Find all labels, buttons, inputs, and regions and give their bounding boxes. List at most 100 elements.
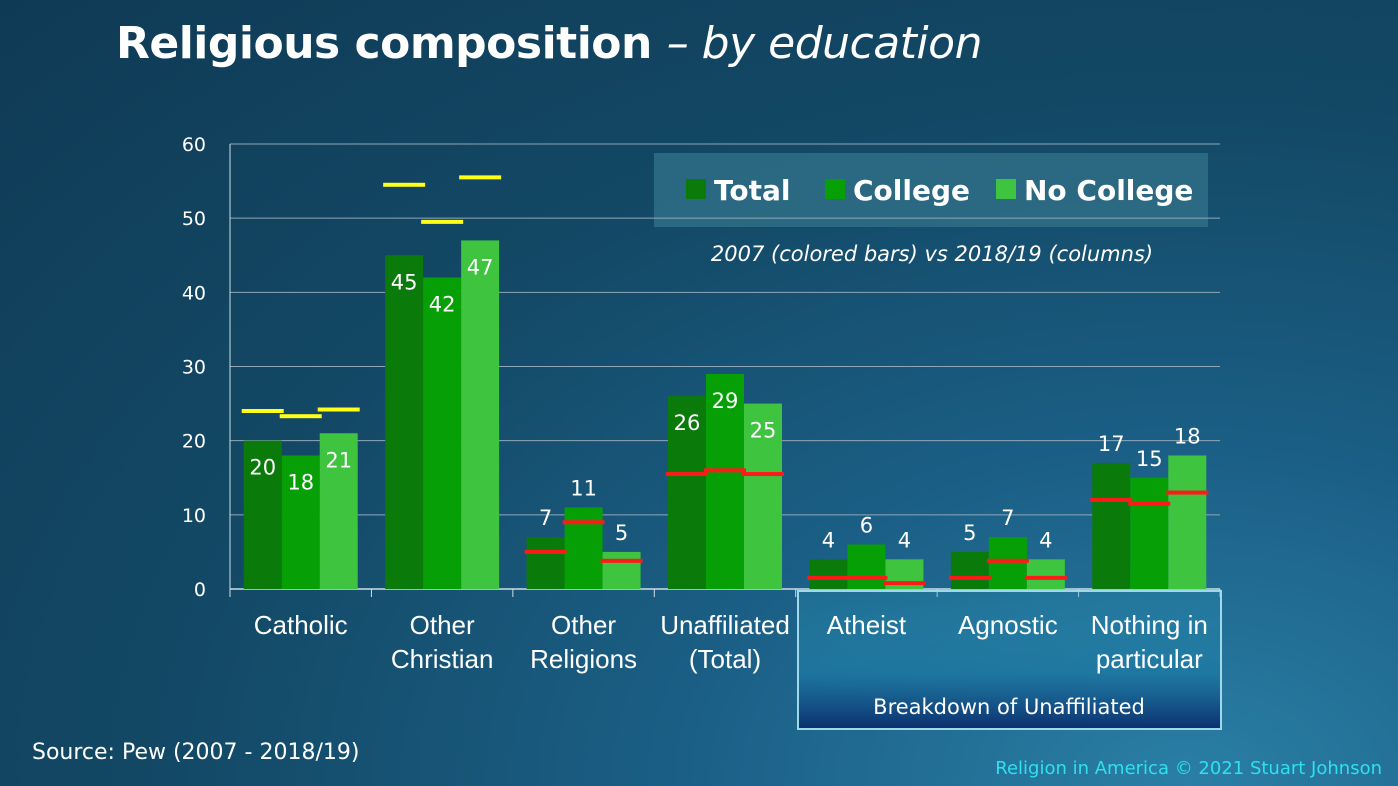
y-tick-label: 60: [182, 134, 206, 156]
markers-2007: [241, 175, 1209, 586]
bar: [1168, 455, 1207, 589]
legend: Total College No College: [686, 174, 1193, 207]
data-label: 20: [249, 456, 276, 480]
data-label: 15: [1136, 447, 1163, 471]
data-label: 42: [429, 293, 456, 317]
marker-2007: [986, 558, 1029, 563]
category-label: Agnostic: [958, 610, 1058, 640]
bar: [706, 373, 744, 589]
marker-2007: [279, 414, 322, 419]
bar: [243, 440, 282, 589]
y-axis: 0 10 20 30 40 50 60: [182, 134, 206, 601]
y-tick-label: 40: [182, 282, 206, 304]
bar: [1130, 477, 1169, 589]
marker-2007: [845, 575, 888, 580]
bar: [668, 396, 706, 589]
bars: [243, 240, 1207, 589]
data-label: 47: [467, 255, 494, 279]
category-label: particular: [1096, 644, 1203, 674]
breakdown-box: [797, 590, 1222, 730]
bar: [385, 255, 424, 589]
marker-2007: [1166, 490, 1209, 495]
category-label: Other: [551, 610, 616, 640]
title-main: Religious composition: [116, 18, 652, 69]
bar: [564, 507, 603, 589]
marker-2007: [562, 520, 605, 525]
data-label: 5: [963, 521, 976, 545]
marker-2007: [666, 472, 708, 477]
marker-2007: [807, 575, 850, 580]
y-tick-label: 0: [194, 579, 206, 601]
y-tick-label: 10: [182, 505, 206, 527]
copyright-credit: Religion in America © 2021 Stuart Johnso…: [995, 758, 1382, 779]
legend-label: College: [853, 174, 970, 207]
data-label: 4: [822, 528, 835, 552]
bar: [319, 433, 358, 589]
bar: [461, 240, 500, 589]
category-label: Religions: [530, 644, 637, 674]
category-label: Unaffiliated: [660, 610, 790, 640]
data-label: 4: [898, 528, 911, 552]
breakdown-label: Breakdown of Unaffiliated: [873, 695, 1145, 719]
category-label: Catholic: [254, 610, 348, 640]
legend-label: No College: [1024, 174, 1193, 207]
bar: [281, 455, 320, 589]
marker-2007: [742, 472, 784, 477]
data-label: 21: [325, 448, 352, 472]
data-label: 11: [570, 476, 597, 500]
data-label: 45: [391, 270, 418, 294]
marker-2007: [421, 219, 464, 224]
marker-2007: [883, 581, 926, 586]
chart-title: Religious composition – by education: [116, 18, 982, 69]
data-label: 26: [674, 411, 701, 435]
data-label: 4: [1039, 528, 1052, 552]
data-label: 18: [1174, 425, 1201, 449]
legend-box: [654, 153, 1208, 227]
source-note: Source: Pew (2007 - 2018/19): [32, 740, 360, 765]
title-subtitle: – by education: [666, 18, 983, 69]
category-label: Atheist: [827, 610, 907, 640]
marker-2007: [241, 409, 284, 413]
bar: [744, 403, 782, 589]
data-label: 7: [539, 506, 552, 530]
y-tick-label: 20: [182, 431, 206, 453]
category-label: Other: [410, 610, 475, 640]
bar: [950, 551, 989, 589]
marker-2007: [948, 575, 991, 580]
data-label: 6: [860, 514, 873, 538]
legend-swatch: [825, 179, 845, 199]
data-label: 29: [712, 389, 739, 413]
bar: [423, 277, 462, 589]
category-labels: Catholic Other Christian Other Religions Unaf…: [254, 610, 1208, 674]
bar: [1092, 462, 1131, 589]
bar: [847, 544, 886, 589]
legend-label: Total: [714, 174, 791, 207]
data-label: 25: [750, 419, 777, 443]
bar: [809, 559, 848, 589]
legend-swatch: [686, 179, 706, 199]
y-tick-label: 30: [182, 357, 206, 379]
legend-swatch: [996, 179, 1016, 199]
marker-2007: [704, 468, 746, 473]
marker-2007: [1024, 575, 1067, 580]
category-label: Nothing in: [1091, 610, 1208, 640]
data-label: 18: [287, 471, 314, 495]
category-label: Christian: [391, 644, 494, 674]
bar: [988, 537, 1027, 589]
marker-2007: [317, 407, 360, 412]
bar: [1026, 559, 1065, 589]
marker-2007: [600, 558, 643, 563]
marker-2007: [383, 182, 426, 187]
chart-note: 2007 (colored bars) vs 2018/19 (columns): [711, 242, 1153, 266]
bar: [602, 551, 641, 589]
data-label: 7: [1001, 506, 1014, 530]
category-label: (Total): [689, 644, 761, 674]
marker-2007: [524, 549, 567, 554]
data-label: 5: [615, 521, 628, 545]
marker-2007: [1090, 498, 1133, 502]
data-label: 17: [1098, 432, 1125, 456]
bar: [526, 537, 565, 589]
marker-2007: [1128, 501, 1171, 506]
